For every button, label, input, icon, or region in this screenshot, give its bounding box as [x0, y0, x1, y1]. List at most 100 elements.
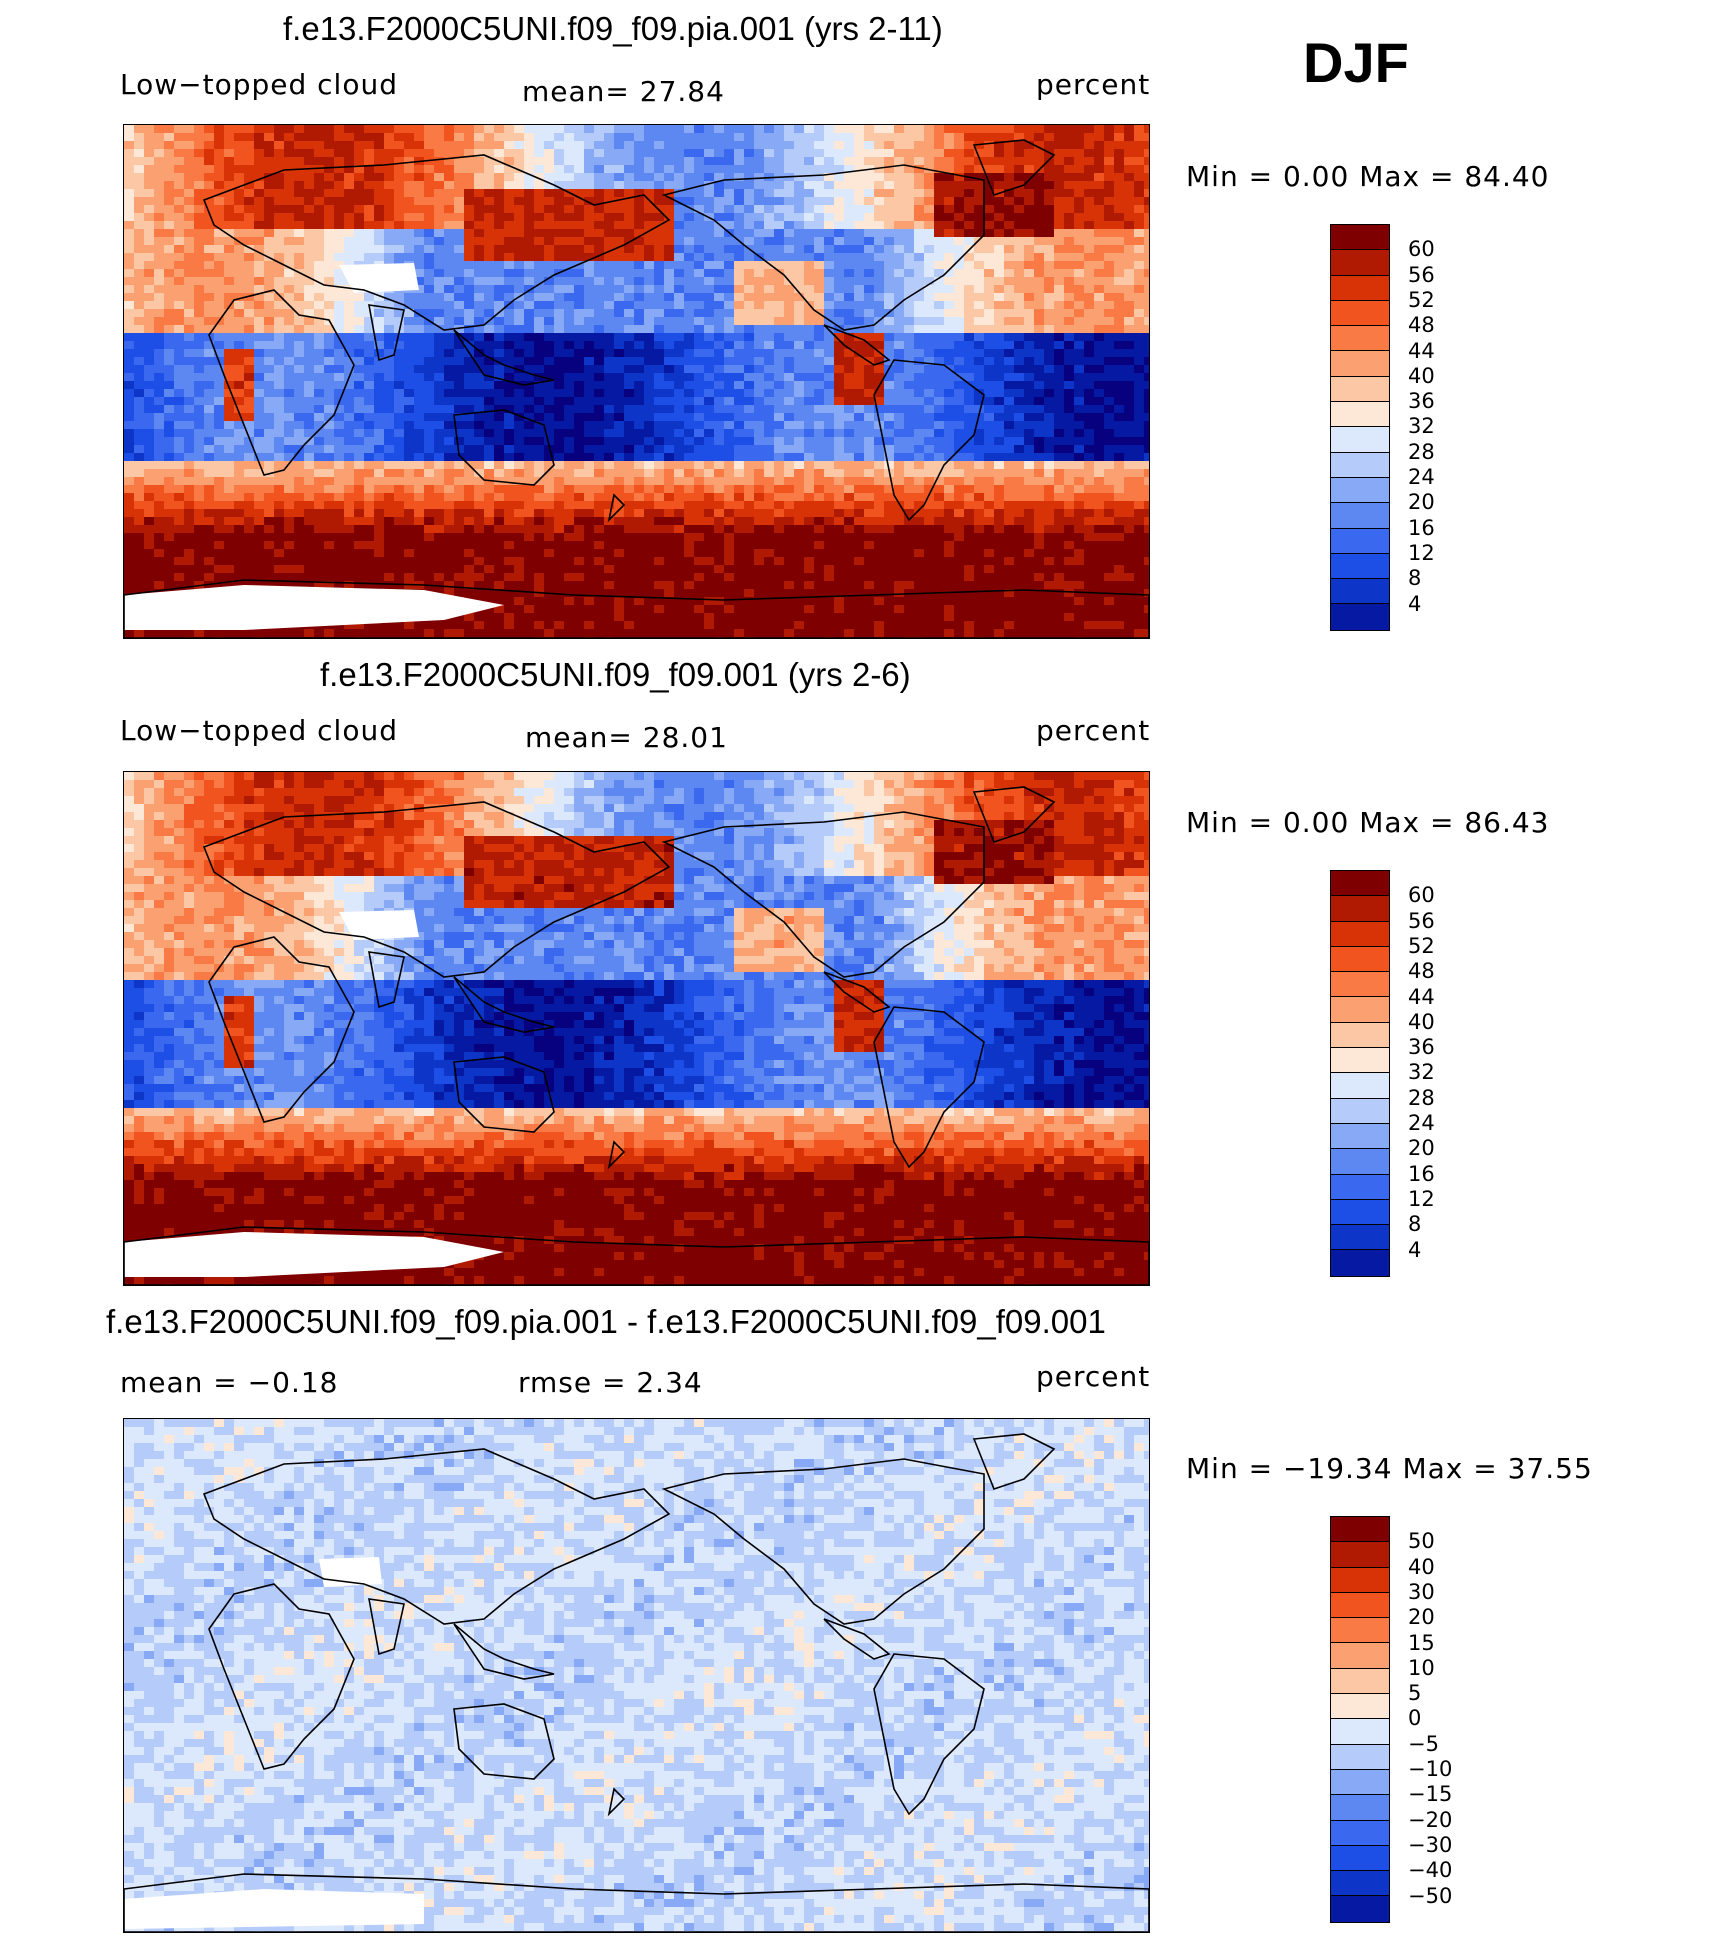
- field-cell: [154, 413, 164, 421]
- field-cell: [694, 141, 704, 149]
- field-cell: [214, 301, 224, 309]
- field-cell: [504, 165, 514, 173]
- field-cell: [584, 237, 594, 245]
- field-cell: [704, 357, 714, 365]
- field-cell: [804, 373, 814, 381]
- field-cell: [254, 325, 264, 333]
- field-cell: [1084, 373, 1094, 381]
- field-cell: [1084, 405, 1094, 413]
- field-cell: [554, 189, 564, 197]
- field-cell: [674, 277, 684, 285]
- field-cell: [304, 157, 314, 165]
- field-cell: [274, 493, 284, 501]
- field-cell: [1134, 429, 1144, 437]
- field-cell: [684, 437, 694, 445]
- field-cell: [744, 309, 754, 317]
- field-cell: [914, 237, 924, 245]
- field-cell: [194, 269, 204, 277]
- field-cell: [164, 261, 174, 269]
- field-cell: [294, 237, 304, 245]
- field-cell: [654, 261, 664, 269]
- field-cell: [424, 277, 434, 285]
- field-cell: [854, 349, 864, 357]
- field-cell: [294, 149, 304, 157]
- field-cell: [184, 429, 194, 437]
- field-cell: [374, 349, 384, 357]
- field-cell: [434, 205, 444, 213]
- field-cell: [204, 493, 214, 501]
- field-cell: [544, 437, 554, 445]
- field-cell: [854, 469, 864, 477]
- field-cell: [814, 301, 824, 309]
- field-cell: [1084, 493, 1094, 501]
- field-cell: [734, 453, 744, 461]
- field-cell: [694, 485, 704, 493]
- field-cell: [584, 333, 594, 341]
- field-cell: [494, 293, 504, 301]
- field-cell: [924, 437, 934, 445]
- field-cell: [324, 373, 334, 381]
- field-cell: [564, 445, 574, 453]
- field-cell: [534, 173, 544, 181]
- field-cell: [824, 165, 834, 173]
- field-cell: [314, 309, 324, 317]
- field-cell: [344, 165, 354, 173]
- field-cell: [454, 325, 464, 333]
- field-cell: [424, 509, 434, 517]
- field-cell: [654, 165, 664, 173]
- field-cell: [854, 269, 864, 277]
- field-cell: [914, 501, 924, 509]
- field-cell: [814, 221, 824, 229]
- field-cell: [814, 261, 824, 269]
- field-cell: [1054, 341, 1064, 349]
- field-cell: [374, 381, 384, 389]
- field-cell: [744, 421, 754, 429]
- field-cell: [394, 133, 404, 141]
- field-cell: [1114, 365, 1124, 373]
- field-cell: [654, 309, 664, 317]
- field-cell: [514, 453, 524, 461]
- field-cell: [624, 341, 634, 349]
- field-cell: [504, 205, 514, 213]
- field-cell: [414, 221, 424, 229]
- field-cell: [724, 349, 734, 357]
- field-cell: [1094, 453, 1104, 461]
- field-cell: [504, 189, 514, 197]
- field-cell: [834, 381, 844, 389]
- field-cell: [964, 405, 974, 413]
- field-cell: [554, 341, 564, 349]
- field-cell: [554, 261, 564, 269]
- field-cell: [214, 461, 224, 469]
- field-cell: [654, 365, 664, 373]
- field-cell: [804, 341, 814, 349]
- field-cell: [1144, 173, 1149, 181]
- field-cell: [934, 181, 944, 189]
- field-cell: [634, 157, 644, 165]
- field-cell: [774, 397, 784, 405]
- field-cell: [544, 285, 554, 293]
- field-cell: [1034, 453, 1044, 461]
- field-cell: [534, 205, 544, 213]
- field-cell: [854, 493, 864, 501]
- field-cell: [354, 493, 364, 501]
- field-cell: [234, 301, 244, 309]
- field-cell: [1084, 357, 1094, 365]
- field-cell: [374, 221, 384, 229]
- field-cell: [684, 381, 694, 389]
- field-cell: [494, 149, 504, 157]
- field-cell: [564, 365, 574, 373]
- field-cell: [194, 197, 204, 205]
- field-cell: [614, 397, 624, 405]
- field-cell: [154, 493, 164, 501]
- field-cell: [434, 365, 444, 373]
- field-cell: [654, 197, 664, 205]
- field-cell: [1064, 245, 1074, 253]
- field-cell: [714, 141, 724, 149]
- field-cell: [144, 245, 154, 253]
- field-cell: [194, 125, 204, 133]
- field-cell: [934, 277, 944, 285]
- field-cell: [144, 485, 154, 493]
- field-cell: [1024, 461, 1034, 469]
- field-cell: [1064, 141, 1074, 149]
- field-cell: [294, 205, 304, 213]
